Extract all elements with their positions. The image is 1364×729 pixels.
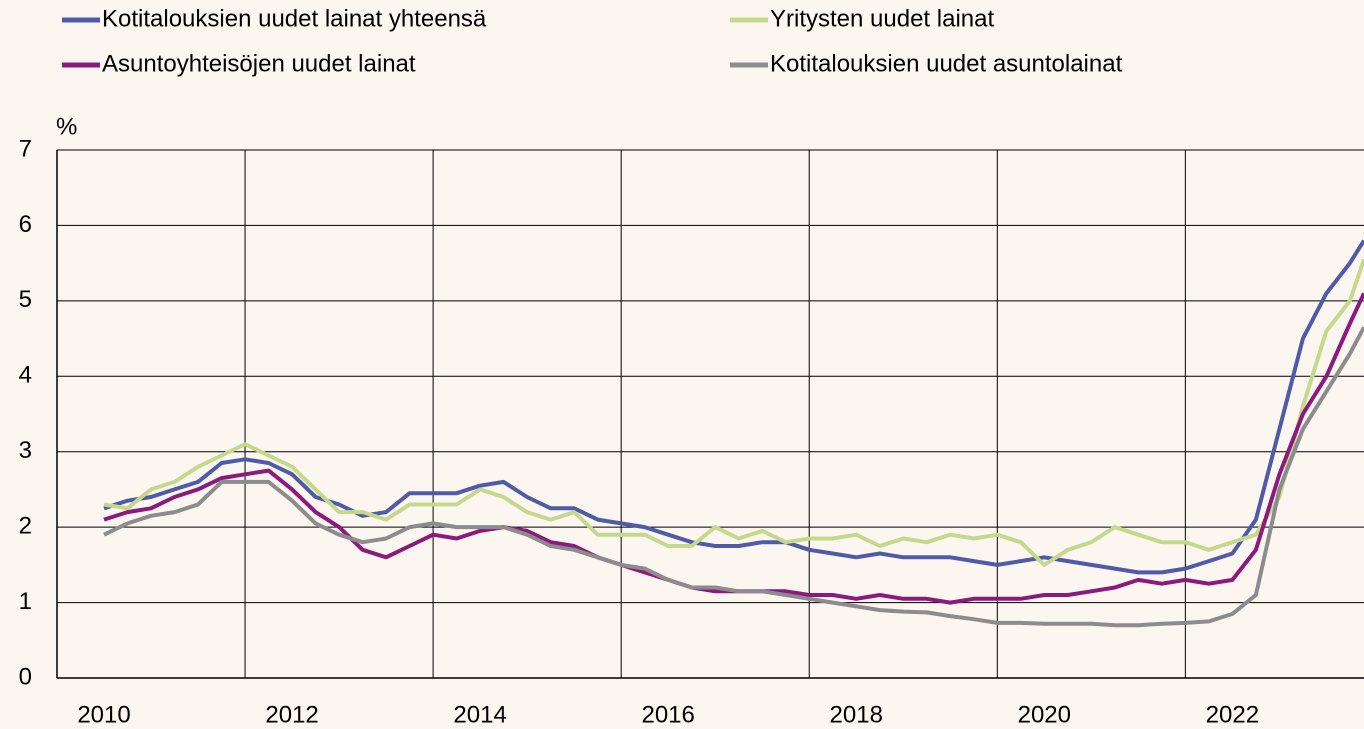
x-tick-label: 2020 [1018,701,1071,728]
legend-label: Kotitalouksien uudet asuntolainat [770,50,1123,77]
legend-label: Kotitalouksien uudet lainat yhteensä [102,5,487,32]
legend-label: Yritysten uudet lainat [770,5,994,32]
series-line [103,258,1364,567]
x-tick-label: 2018 [830,701,883,728]
y-tick-label: 0 [19,663,32,690]
series-line [103,292,1364,605]
y-tick-label: 6 [19,211,32,238]
x-tick-label: 2012 [265,701,318,728]
x-tick-label: 2010 [77,701,130,728]
x-tick-label: 2014 [453,701,506,728]
y-tick-label: 4 [19,362,32,389]
series-line [103,239,1364,575]
y-tick-label: 5 [19,286,32,313]
legend-label: Asuntoyhteisöjen uudet lainat [102,50,416,77]
y-tick-label: 7 [19,135,32,162]
y-tick-label: 2 [19,512,32,539]
y-tick-label: 3 [19,437,32,464]
y-tick-label: 1 [19,588,32,615]
x-tick-label: 2022 [1206,701,1259,728]
y-axis-label: % [56,113,77,140]
x-tick-label: 2016 [641,701,694,728]
series-line [103,326,1364,628]
